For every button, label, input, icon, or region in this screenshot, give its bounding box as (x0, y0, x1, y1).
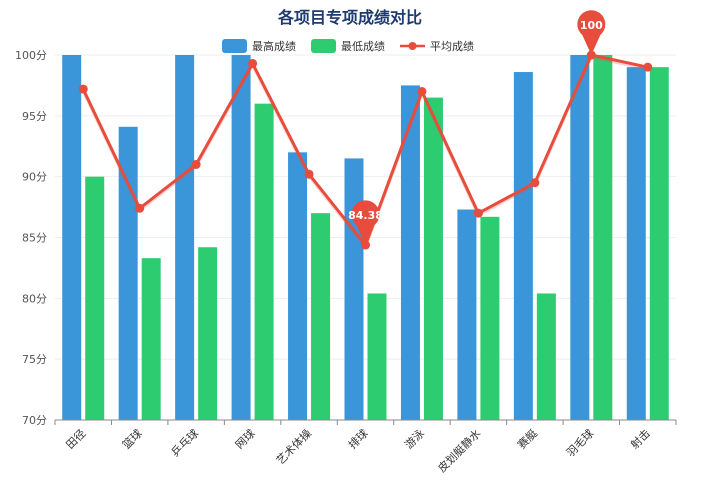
bar-max-9 (570, 55, 590, 420)
legend-label-2[interactable]: 平均成绩 (430, 40, 474, 53)
x-tick-label: 田径 (64, 427, 89, 452)
average-point-3 (248, 59, 258, 69)
legend-swatch-0[interactable] (222, 39, 247, 53)
bars (62, 55, 669, 421)
bar-max-0 (62, 55, 82, 420)
y-tick-label: 100分 (15, 49, 47, 62)
average-point-0 (78, 84, 88, 94)
legend-swatch-1[interactable] (311, 39, 336, 53)
bar-min-5 (367, 293, 387, 420)
bar-min-7 (480, 216, 500, 420)
bar-max-10 (626, 67, 646, 421)
y-tick-label: 90分 (22, 171, 47, 184)
y-tick-label: 95分 (22, 110, 47, 123)
legend: 最高成绩 最低成绩 平均成绩 (222, 39, 474, 53)
bar-min-10 (649, 67, 669, 421)
legend-label-0[interactable]: 最高成绩 (252, 39, 296, 53)
marker-pin-label: 84.38 (348, 209, 383, 222)
average-point-7 (473, 208, 483, 218)
x-tick-label: 网球 (232, 426, 257, 451)
bar-max-3 (231, 55, 251, 420)
x-tick-label: 艺术体操 (273, 426, 314, 467)
bar-min-6 (423, 97, 443, 420)
y-tick-label: 70分 (22, 414, 47, 427)
y-tick-label: 80分 (22, 292, 47, 305)
average-point-6 (417, 87, 427, 96)
legend-label-1[interactable]: 最低成绩 (341, 40, 385, 53)
bar-max-4 (288, 152, 308, 421)
marker-pin-0 (577, 10, 606, 55)
x-tick-label: 排球 (345, 426, 370, 451)
bar-min-2 (198, 247, 218, 420)
x-tick-label: 游泳 (402, 426, 427, 451)
bar-min-0 (85, 176, 105, 420)
bar-max-6 (400, 85, 420, 421)
marker-pin-1 (351, 200, 380, 246)
x-tick-label: 羽毛球 (563, 426, 596, 459)
bar-min-4 (311, 213, 331, 420)
x-tick-label: 皮划艇静水 (435, 426, 484, 475)
x-tick-label: 篮球 (119, 426, 144, 451)
y-tick-label: 75分 (22, 353, 47, 366)
bar-max-1 (118, 126, 138, 421)
bar-max-5 (344, 158, 364, 420)
average-point-8 (530, 178, 540, 188)
bar-min-1 (141, 258, 161, 420)
x-tick-label: 赛艇 (515, 426, 540, 451)
average-point-1 (135, 203, 145, 213)
chart-title: 各项目专项成绩对比 (277, 8, 422, 27)
marker-pin-label: 100 (580, 19, 603, 32)
x-tick-label: 乒乓球 (168, 426, 201, 459)
x-tick-label: 射击 (627, 426, 652, 451)
bar-max-7 (457, 209, 477, 420)
average-point-10 (643, 62, 653, 72)
bar-max-8 (513, 72, 533, 421)
bar-min-9 (593, 55, 613, 420)
average-point-2 (191, 160, 201, 169)
bar-min-8 (536, 293, 556, 420)
marker-pins: 100 84.38 (348, 10, 606, 246)
average-point-4 (304, 169, 314, 179)
legend-swatch-dot[interactable] (408, 42, 417, 50)
bar-max-2 (175, 55, 195, 420)
bar-min-3 (254, 103, 274, 421)
y-tick-label: 85分 (22, 232, 47, 245)
